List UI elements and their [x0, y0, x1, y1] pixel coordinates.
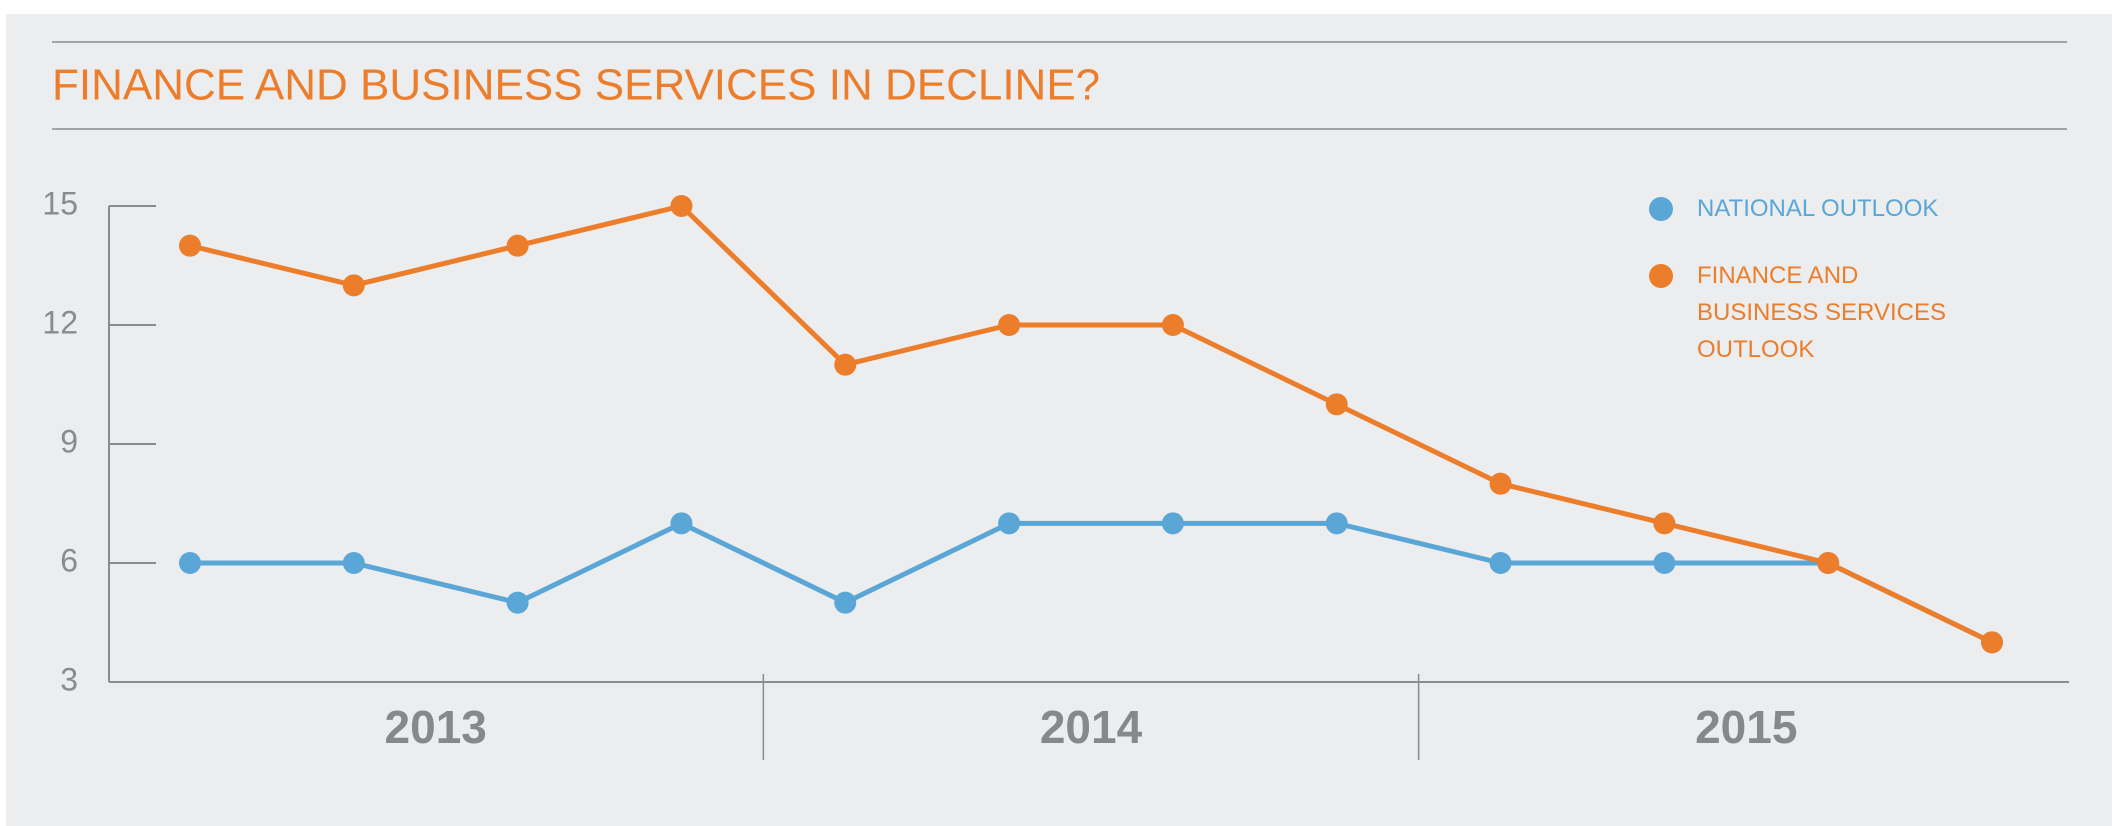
data-point [506, 591, 529, 614]
legend-label: FINANCE AND BUSINESS SERVICES OUTLOOK [1697, 262, 1946, 363]
data-point [998, 512, 1021, 535]
series-line [190, 520, 1994, 645]
data-point [670, 512, 693, 535]
data-point [1653, 512, 1676, 535]
data-point [342, 552, 365, 574]
x-group-label: 2015 [1695, 701, 1797, 753]
y-tick-label: 6 [60, 542, 78, 578]
data-point [506, 234, 529, 257]
data-point [670, 195, 693, 217]
data-point [179, 234, 201, 257]
data-point [1817, 552, 1840, 574]
data-point [998, 314, 1021, 336]
legend-item: NATIONAL OUTLOOK [1645, 190, 1975, 227]
data-point [342, 274, 365, 297]
data-point [1325, 393, 1348, 416]
x-group-label: 2013 [385, 701, 487, 753]
data-point [1161, 314, 1184, 336]
data-point [1325, 512, 1348, 535]
data-point [1981, 631, 2003, 654]
legend-item: FINANCE AND BUSINESS SERVICES OUTLOOK [1645, 257, 1975, 368]
y-tick-label: 3 [60, 661, 78, 697]
data-point [1161, 512, 1184, 535]
data-point [1489, 552, 1512, 574]
legend: NATIONAL OUTLOOK FINANCE AND BUSINESS SER… [1645, 190, 1975, 398]
data-point [1653, 552, 1676, 574]
legend-label: NATIONAL OUTLOOK [1697, 195, 1939, 222]
legend-marker [1649, 264, 1673, 288]
x-group-label: 2014 [1040, 701, 1143, 753]
y-tick-label: 15 [42, 185, 78, 221]
data-point [834, 353, 857, 376]
y-tick-label: 12 [42, 304, 78, 340]
legend-marker [1649, 197, 1673, 221]
data-point [179, 552, 201, 574]
series-line [189, 203, 1994, 645]
chart-title: FINANCE AND BUSINESS SERVICES IN DECLINE… [52, 61, 1100, 110]
y-tick-label: 9 [60, 423, 78, 459]
panel [6, 14, 2112, 826]
data-point [1489, 472, 1512, 495]
data-point [834, 591, 857, 614]
